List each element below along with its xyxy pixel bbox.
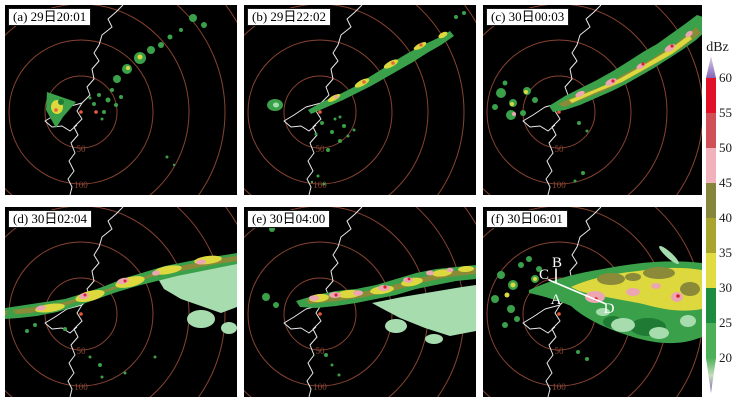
radar-site-marker xyxy=(318,312,322,316)
range-rings xyxy=(5,5,237,195)
radar-panel-f: (f) 30日06:01 50 100 xyxy=(483,207,702,397)
panel-label-a: (a) 29日20:01 xyxy=(8,8,92,26)
colorbar-segments xyxy=(706,78,716,358)
colorbar-arrow-down xyxy=(706,358,716,393)
range-ring-label-100: 100 xyxy=(74,180,88,190)
range-ring-label-100: 100 xyxy=(74,382,88,392)
range-rings xyxy=(244,5,476,195)
range-ring-label-50: 50 xyxy=(555,144,565,154)
radar-site-marker xyxy=(79,110,83,114)
panel-label-d: (d) 30日02:04 xyxy=(8,210,93,228)
colorbar-tick-label: 35 xyxy=(719,245,732,260)
echo-layer xyxy=(46,14,207,167)
radar-panel-c: (c) 30日00:03 50 100 xyxy=(483,5,702,195)
colorbar-tick-label: 30 xyxy=(719,280,732,295)
range-ring-label-50: 50 xyxy=(316,346,326,356)
radar-panel-e: (e) 30日04:00 50 100 xyxy=(244,207,476,397)
colorbar-segment xyxy=(706,148,716,183)
point-label-a: A xyxy=(551,292,562,308)
range-ring-label-50: 50 xyxy=(555,346,565,356)
point-label-d: D xyxy=(604,301,615,317)
colorbar-ticks: 60 55 50 45 40 35 30 25 20 xyxy=(719,70,733,365)
colorbar-segment xyxy=(706,218,716,253)
echo-layer xyxy=(492,15,702,183)
echo-layer xyxy=(491,246,702,361)
range-ring-label-50: 50 xyxy=(316,144,326,154)
radar-site-marker xyxy=(557,312,561,316)
colorbar-segment xyxy=(706,183,716,218)
range-rings xyxy=(483,5,702,195)
colorbar-tick-label: 45 xyxy=(719,175,732,190)
radar-panel-d: (d) 30日02:04 50 100 xyxy=(5,207,237,397)
cross-section-annotations: A B C D xyxy=(539,255,615,317)
panel-label-b: (b) 29日22:02 xyxy=(247,8,332,26)
echo-layer xyxy=(267,11,466,186)
colorbar-segment xyxy=(706,78,716,113)
point-label-c: C xyxy=(539,267,549,283)
range-ring-label-100: 100 xyxy=(313,180,327,190)
colorbar-tick-label: 60 xyxy=(719,70,732,85)
colorbar-segment xyxy=(706,253,716,288)
radar-site-marker xyxy=(318,110,322,114)
colorbar-title: dBz xyxy=(706,40,729,55)
coastline xyxy=(283,5,363,195)
range-ring-label-100: 100 xyxy=(313,382,327,392)
colorbar-tick-label: 40 xyxy=(719,210,732,225)
reflectivity-colorbar: dBz 60 55 50 45 40 35 30 25 20 xyxy=(702,40,733,396)
colorbar-segment xyxy=(706,288,716,323)
colorbar-tick-label: 55 xyxy=(719,105,732,120)
panel-label-c: (c) 30日00:03 xyxy=(486,8,570,26)
colorbar-tick-label: 50 xyxy=(719,140,732,155)
colorbar-segment xyxy=(706,113,716,148)
cross-section-line xyxy=(548,279,607,305)
colorbar-tick-label: 25 xyxy=(719,315,732,330)
radar-panel-a: (a) 29日20:01 50 100 xyxy=(5,5,237,195)
range-ring-label-50: 50 xyxy=(77,346,87,356)
range-ring-label-100: 100 xyxy=(552,180,566,190)
point-label-b: B xyxy=(552,255,562,271)
colorbar-segment xyxy=(706,323,716,358)
colorbar-arrow-up xyxy=(706,56,716,78)
radar-panel-b: (b) 29日22:02 50 100 xyxy=(244,5,476,195)
panel-label-e: (e) 30日04:00 xyxy=(247,210,331,228)
echo-layer xyxy=(5,253,237,379)
range-ring-label-50: 50 xyxy=(77,144,87,154)
panel-label-f: (f) 30日06:01 xyxy=(486,210,568,228)
echo-layer xyxy=(262,222,476,377)
radar-site-marker xyxy=(79,312,83,316)
range-ring-label-100: 100 xyxy=(552,382,566,392)
colorbar-tick-label: 20 xyxy=(719,350,732,365)
